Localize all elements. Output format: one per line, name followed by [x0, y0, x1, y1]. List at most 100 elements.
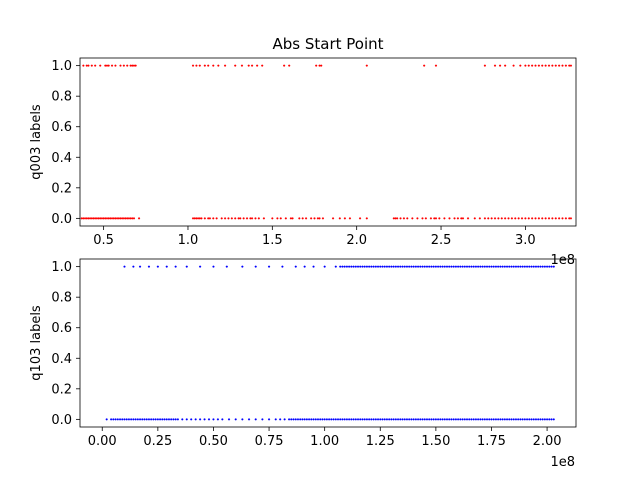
point-label-0-126	[452, 418, 455, 421]
point-label-0-45	[224, 217, 227, 220]
point-label-1-90	[494, 265, 497, 268]
point-label-0-100	[478, 217, 481, 220]
point-label-0-24	[161, 418, 164, 421]
point-label-1-18	[191, 64, 195, 67]
point-label-0-61	[284, 217, 287, 220]
point-label-0-7	[123, 418, 126, 421]
point-label-0-73	[338, 217, 341, 220]
y-tick-label: 0.0	[51, 413, 72, 428]
point-label-1-4	[94, 64, 97, 67]
y-tick-label: 0.2	[51, 181, 72, 196]
point-label-0-112	[520, 217, 524, 220]
point-label-0-168	[546, 418, 549, 421]
y-tick-label: 0.8	[51, 90, 72, 105]
point-label-0-55	[254, 217, 257, 220]
point-label-0-52	[288, 418, 291, 421]
x-tick-label: 0.25	[143, 434, 172, 449]
point-label-0-57	[262, 217, 265, 220]
y-tick-label: 0.4	[51, 151, 72, 166]
point-label-0-43	[215, 217, 218, 220]
point-label-1-27	[354, 265, 357, 268]
point-label-0-31	[176, 418, 179, 421]
point-label-1-3	[147, 265, 151, 268]
point-label-0-8	[125, 418, 128, 421]
point-label-1-85	[483, 265, 486, 268]
y-tick-label: 0.6	[51, 321, 72, 336]
x-tick-label: 1.25	[366, 434, 395, 449]
point-label-0-24	[121, 217, 124, 220]
point-label-0-157	[521, 418, 524, 421]
point-label-1-91	[497, 265, 500, 268]
point-label-1-22	[343, 265, 346, 268]
point-label-0-77	[365, 217, 368, 220]
point-label-1-64	[437, 265, 440, 268]
point-label-0-143	[490, 418, 493, 421]
point-label-0-115	[428, 418, 431, 421]
point-label-0-52	[245, 217, 249, 220]
point-label-0-99	[473, 217, 476, 220]
point-label-1-53	[547, 64, 551, 67]
point-label-0-90	[372, 418, 375, 421]
point-label-1-52	[410, 265, 413, 268]
point-label-0-146	[497, 418, 500, 421]
point-label-1-95	[505, 265, 509, 268]
point-label-0-29	[172, 418, 175, 421]
point-label-1-12	[122, 64, 125, 67]
point-label-1-61	[430, 265, 433, 268]
point-label-0-164	[537, 418, 540, 421]
point-label-0-66	[319, 418, 322, 421]
point-label-1-37	[365, 64, 368, 67]
point-label-0-28	[170, 418, 173, 421]
point-label-1-60	[569, 64, 572, 67]
point-label-0-16	[107, 217, 110, 220]
point-label-1-45	[394, 265, 397, 268]
x-tick-label: 2.00	[533, 434, 562, 449]
point-label-0-57	[299, 418, 302, 421]
point-label-1-15	[294, 265, 297, 268]
point-label-1-69	[448, 265, 451, 268]
point-label-0-94	[453, 217, 456, 220]
point-label-0-68	[323, 418, 326, 421]
point-label-0-86	[421, 217, 424, 220]
point-label-1-63	[434, 265, 437, 268]
y-axis-label-top: q003 labels	[29, 104, 44, 180]
point-label-0-10	[130, 418, 133, 421]
point-label-1-106	[530, 265, 533, 268]
point-label-0-48	[234, 217, 237, 220]
point-label-0-46	[227, 217, 230, 220]
point-label-0-59	[276, 217, 279, 220]
point-label-0-83	[406, 217, 409, 220]
point-label-1-35	[372, 265, 375, 268]
point-label-1-37	[376, 265, 380, 268]
point-label-0-56	[257, 217, 260, 220]
point-label-0-145	[494, 418, 497, 421]
point-label-0-80	[350, 418, 353, 421]
point-label-0-40	[216, 418, 219, 421]
point-label-1-94	[503, 265, 506, 268]
x-multiplier-top: 1e8	[550, 253, 575, 268]
point-label-1-19	[334, 265, 337, 268]
point-label-1-105	[528, 265, 531, 268]
point-label-1-18	[323, 265, 326, 268]
point-label-0-34	[193, 217, 196, 220]
chart-bottom-q103: 0.00 0.25 0.50 0.75 1.00 1.25 1.50 1.75 2.00 0.0…	[29, 258, 577, 470]
point-label-1-115	[550, 265, 553, 268]
point-label-1-58	[564, 64, 567, 67]
point-label-1-83	[479, 265, 482, 268]
point-label-0-78	[345, 418, 348, 421]
point-label-1-43	[390, 265, 393, 268]
point-label-0-105	[497, 217, 500, 220]
point-label-0-29	[129, 217, 132, 220]
point-label-1-56	[419, 265, 422, 268]
point-label-1-56	[558, 64, 561, 67]
point-label-0-170	[550, 418, 553, 421]
point-label-1-30	[256, 64, 259, 67]
point-label-0-26	[165, 418, 168, 421]
y-tick-label: 0.6	[51, 120, 72, 135]
point-label-0-139	[481, 418, 484, 421]
point-label-1-57	[561, 64, 564, 67]
point-label-0-91	[438, 217, 441, 220]
point-label-0-148	[501, 418, 504, 421]
point-label-1-26	[234, 64, 237, 67]
point-label-0-88	[429, 217, 432, 220]
